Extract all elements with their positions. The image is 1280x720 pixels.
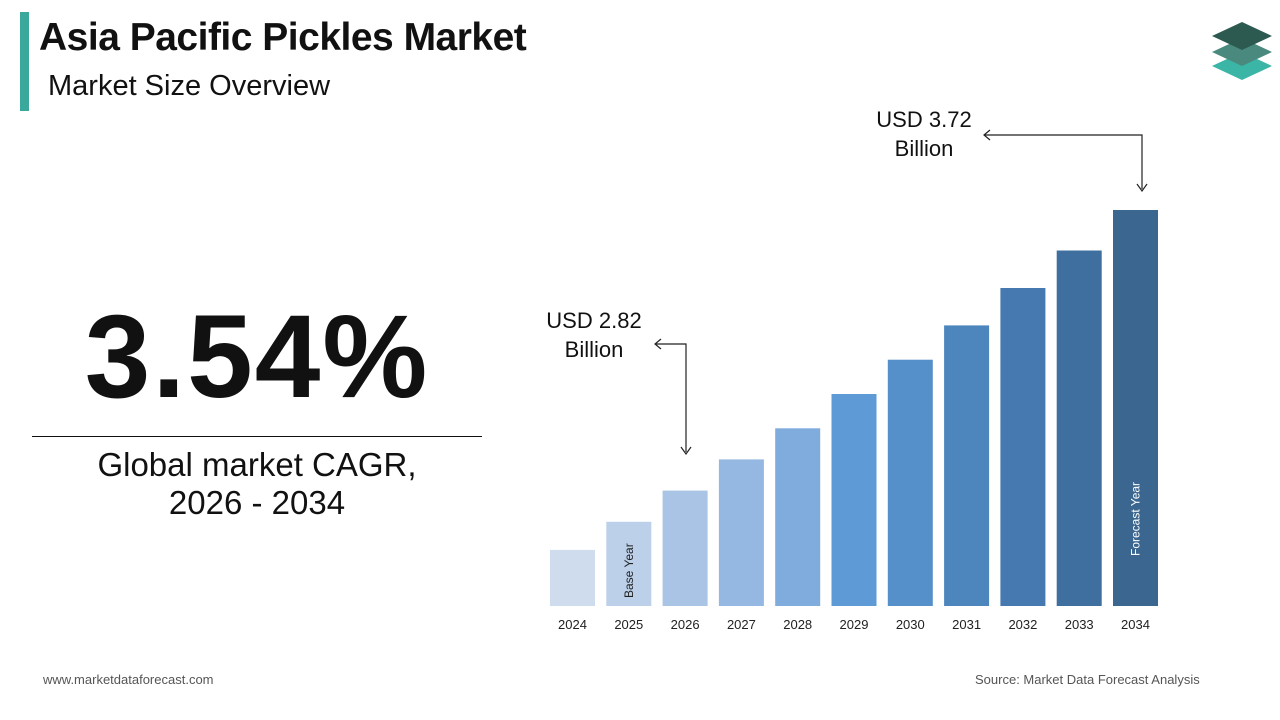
- start-arrow-head-left: [654, 338, 662, 350]
- end-value-line2: Billion: [894, 136, 954, 161]
- cagr-label-line1: Global market CAGR,: [97, 446, 417, 483]
- cagr-value: 3.54%: [84, 291, 430, 423]
- title-accent-bar: [20, 12, 29, 111]
- start-annotation-arrow: [656, 343, 687, 452]
- bar-2032: [1000, 288, 1046, 606]
- annotation-arrows: [654, 129, 1148, 456]
- x-tick-2028: 2028: [783, 617, 812, 632]
- x-tick-2032: 2032: [1008, 617, 1037, 632]
- start-arrow-head-down: [680, 446, 692, 456]
- cagr-divider: [32, 436, 482, 437]
- end-arrow-head-down: [1136, 183, 1148, 193]
- bar-2030: [887, 359, 933, 606]
- bar-2034: [1113, 210, 1158, 606]
- page-subtitle: Market Size Overview: [48, 70, 331, 102]
- end-value-line1: USD 3.72: [876, 107, 972, 132]
- stacked-layers-logo-icon: [1212, 22, 1272, 80]
- end-annotation-arrow: [985, 134, 1143, 189]
- bar-2027: [718, 459, 764, 606]
- bar-label-2025: Base Year: [622, 543, 636, 598]
- x-tick-2033: 2033: [1065, 617, 1094, 632]
- start-value-line1: USD 2.82: [546, 308, 642, 333]
- chart-bar-labels: Base Year Forecast Year: [622, 482, 1143, 598]
- end-value-annotation: USD 3.72 Billion: [858, 105, 990, 163]
- bar-2029: [831, 394, 877, 606]
- x-tick-2026: 2026: [671, 617, 700, 632]
- bar-2024: [550, 549, 595, 606]
- start-value-annotation: USD 2.82 Billion: [528, 306, 660, 364]
- end-arrow-head-left: [983, 129, 991, 141]
- footer-website: www.marketdataforecast.com: [43, 672, 214, 687]
- x-tick-2030: 2030: [896, 617, 925, 632]
- page-title: Asia Pacific Pickles Market: [39, 16, 527, 59]
- chart-bars: [550, 210, 1158, 606]
- x-axis-ticks: 2024 2025 2026 2027 2028 2029 2030 2031 2032 2033…: [558, 617, 1150, 632]
- cagr-label-line2: 2026 - 2034: [168, 484, 346, 521]
- bar-2026: [662, 490, 708, 606]
- start-value-line2: Billion: [564, 337, 624, 362]
- cagr-label: Global market CAGR, 2026 - 2034: [32, 446, 482, 522]
- x-tick-2027: 2027: [727, 617, 756, 632]
- bar-2028: [775, 428, 821, 606]
- bar-2031: [944, 325, 990, 606]
- footer-source: Source: Market Data Forecast Analysis: [975, 672, 1200, 687]
- x-tick-2034: 2034: [1121, 617, 1150, 632]
- x-tick-2025: 2025: [614, 617, 643, 632]
- bar-label-2034: Forecast Year: [1129, 482, 1143, 556]
- x-tick-2029: 2029: [840, 617, 869, 632]
- x-tick-2031: 2031: [952, 617, 981, 632]
- x-tick-2024: 2024: [558, 617, 587, 632]
- bar-2025: [606, 521, 652, 606]
- bar-2033: [1056, 250, 1102, 606]
